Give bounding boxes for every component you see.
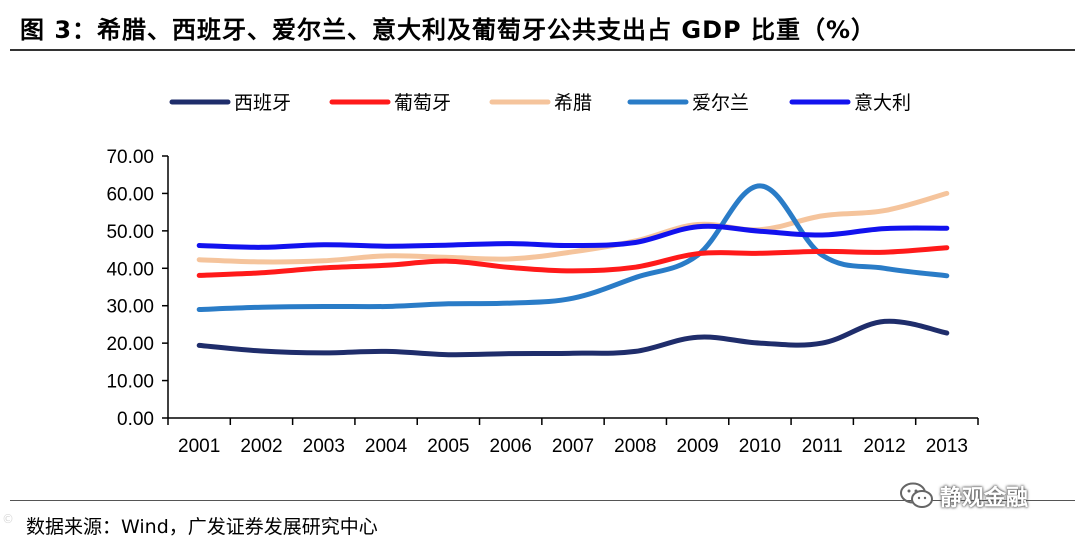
legend-label-2: 葡萄牙 [394, 92, 451, 114]
x-tick-label: 2003 [303, 436, 345, 457]
chart-series-layer [196, 183, 950, 358]
chart-legend: 西班牙 葡萄牙 希腊 爱尔兰 意大利 [169, 92, 911, 114]
series-line-3 [196, 190, 950, 265]
x-tick-label: 2011 [802, 436, 843, 457]
x-tick-label: 2006 [490, 436, 532, 457]
x-tick-label: 2008 [614, 436, 656, 457]
legend-label-3: 希腊 [554, 92, 592, 114]
legend-label-4: 爱尔兰 [692, 92, 749, 114]
x-tick-label: 2007 [552, 436, 594, 457]
watermark-text: 静观金融 [940, 486, 1029, 511]
x-tick-label: 2002 [240, 436, 282, 457]
y-tick-label: 20.00 [106, 334, 154, 355]
y-tick-label: 60.00 [106, 184, 154, 205]
legend-label-1: 西班牙 [234, 92, 291, 114]
x-tick-label: 2009 [676, 436, 718, 457]
series-line-5 [196, 223, 950, 250]
x-tick-label: 2001 [178, 436, 220, 457]
series-line-2 [196, 245, 950, 278]
x-tick-label: 2010 [739, 436, 781, 457]
y-tick-label: 40.00 [106, 259, 154, 280]
series-line-1 [196, 318, 950, 358]
chart-axes: 0.00 10.00 20.00 30.00 40.00 50.00 60.00 70.00 2… [106, 147, 979, 457]
title-divider [10, 49, 1075, 51]
wechat-watermark: 静观金融 [900, 480, 1028, 512]
figure-title: 图 3：希腊、西班牙、爱尔兰、意大利及葡萄牙公共支出占 GDP 比重（%） [20, 16, 877, 44]
legend-label-5: 意大利 [854, 92, 911, 114]
y-tick-label: 70.00 [106, 147, 154, 168]
y-tick-label: 10.00 [106, 372, 154, 393]
x-tick-label: 2005 [427, 436, 469, 457]
line-chart: 西班牙 葡萄牙 希腊 爱尔兰 意大利 0.00 10.00 20.00 30.00 40.00 5… [106, 92, 979, 457]
series-line-4 [196, 183, 950, 312]
x-tick-label: 2012 [863, 436, 905, 457]
y-tick-label: 0.00 [117, 409, 154, 430]
y-tick-label: 50.00 [106, 222, 154, 243]
data-source-note: 数据来源：Wind，广发证券发展研究中心 [26, 516, 378, 538]
faint-watermark: © [2, 512, 14, 526]
footer-divider [10, 500, 1075, 501]
x-tick-label: 2013 [926, 436, 968, 457]
y-tick-label: 30.00 [106, 297, 154, 318]
wechat-icon [900, 482, 933, 508]
x-tick-label: 2004 [365, 436, 408, 457]
